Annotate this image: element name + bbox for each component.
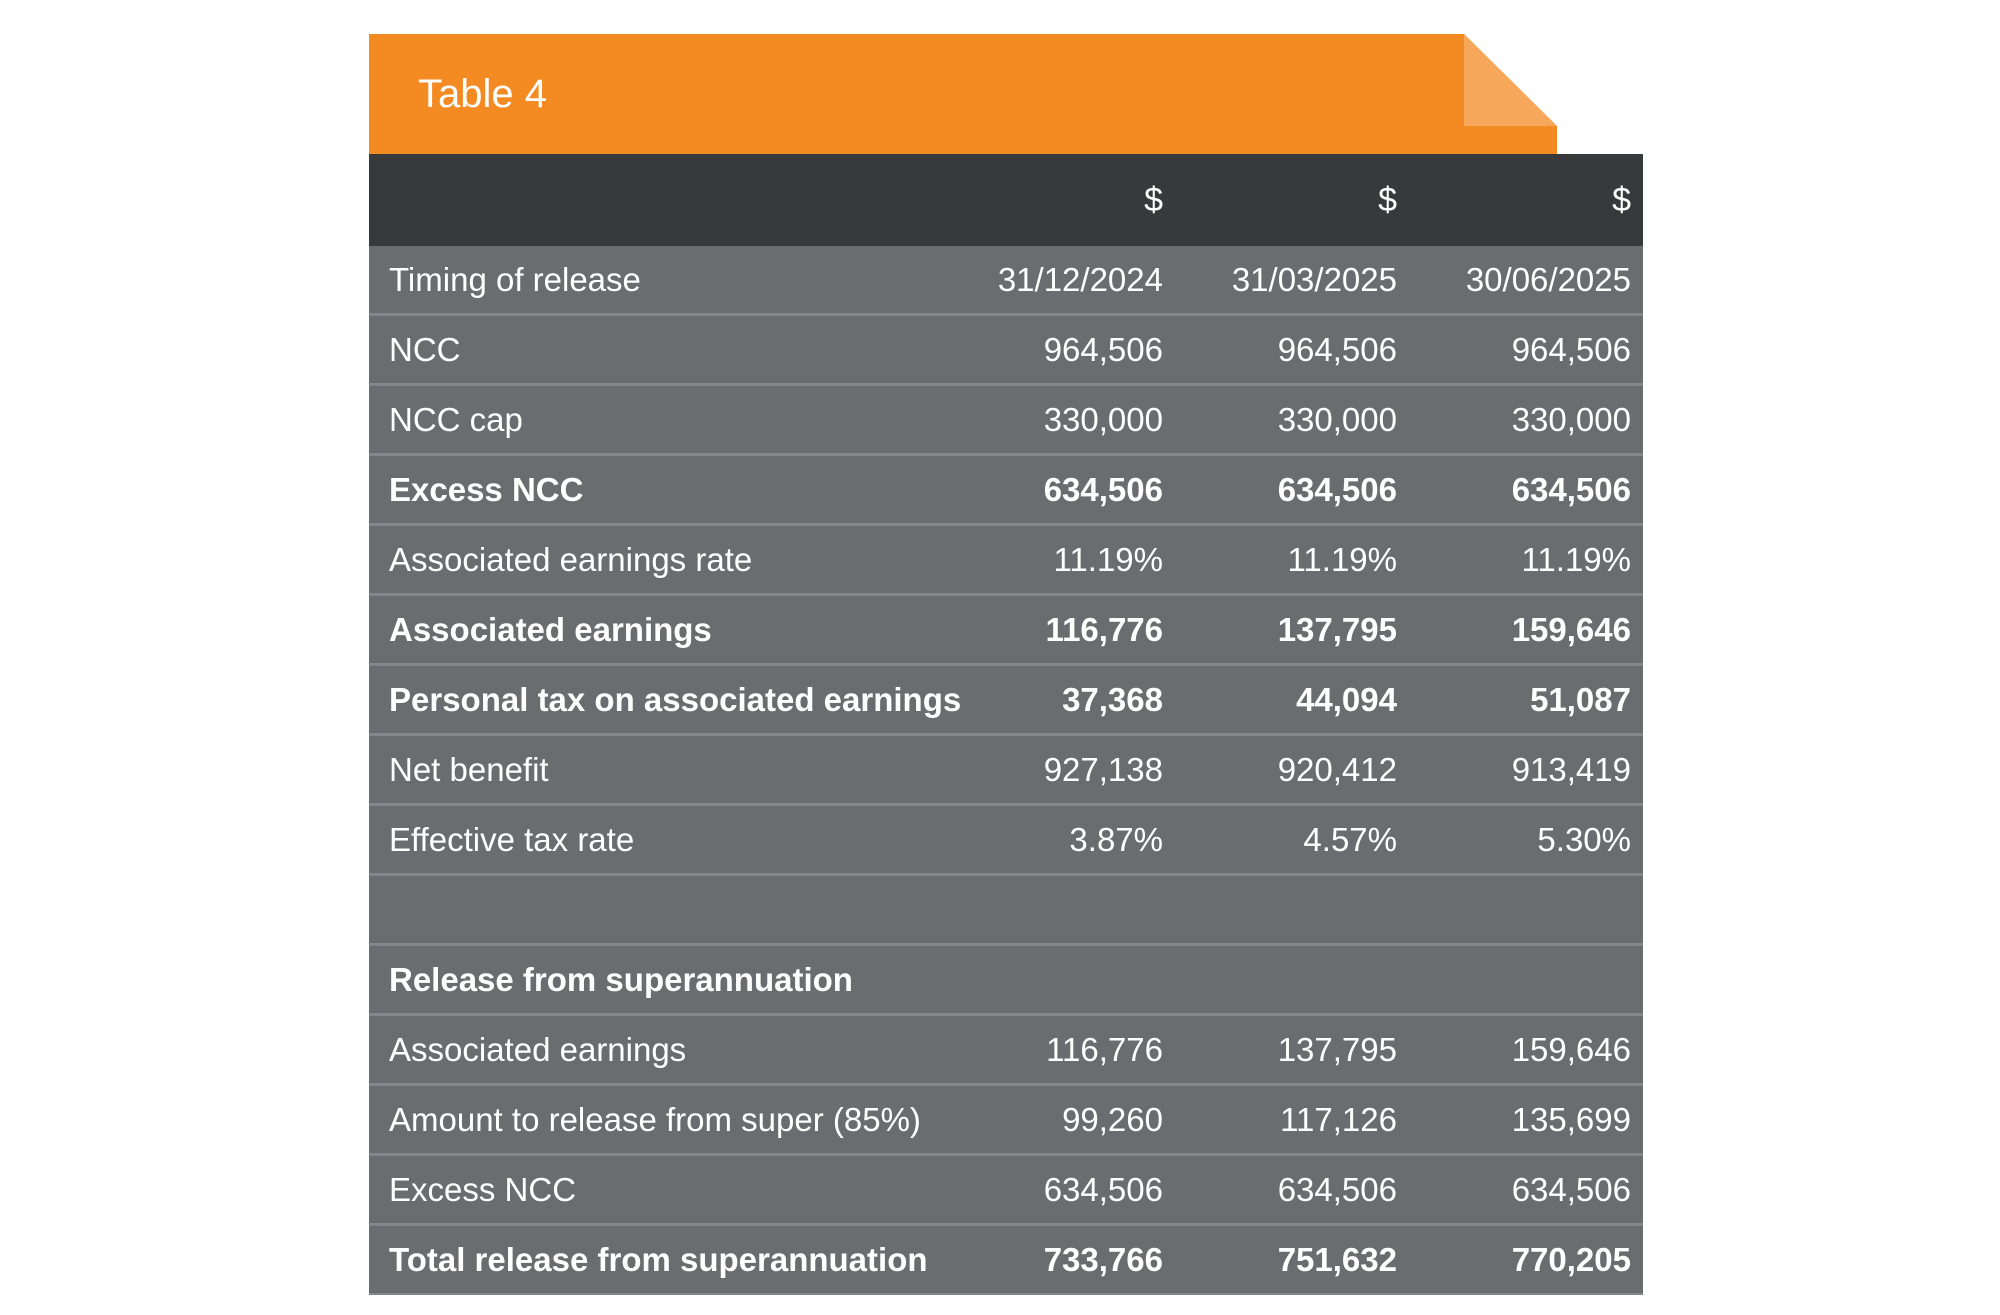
row-label: Net benefit bbox=[389, 750, 549, 788]
row-value-1: 11.19% bbox=[1053, 540, 1163, 578]
table-row: Excess NCC 634,506 634,506 634,506 bbox=[369, 456, 1643, 526]
header-currency-3: $ bbox=[1612, 180, 1631, 219]
page-fold-corner bbox=[1464, 34, 1557, 126]
table-title-tab bbox=[369, 34, 1557, 155]
row-label: Associated earnings bbox=[389, 610, 712, 648]
row-value-1: 964,506 bbox=[1043, 330, 1163, 368]
row-value-2: 4.57% bbox=[1303, 820, 1397, 858]
row-value-3: 159,646 bbox=[1511, 610, 1631, 648]
row-value-3: 135,699 bbox=[1511, 1100, 1631, 1138]
row-value-2: 634,506 bbox=[1277, 470, 1397, 508]
row-value-1: 330,000 bbox=[1043, 400, 1163, 438]
row-value-3: 770,205 bbox=[1511, 1240, 1631, 1278]
table-row: Net benefit 927,138 920,412 913,419 bbox=[369, 736, 1643, 806]
table-body: Timing of release 31/12/2024 31/03/2025 30/… bbox=[369, 246, 1643, 1295]
row-value-1: 634,506 bbox=[1043, 1170, 1163, 1208]
row-value-2: 634,506 bbox=[1277, 1170, 1397, 1208]
row-label: Total release from superannuation bbox=[389, 1240, 928, 1278]
row-value-2: 11.19% bbox=[1287, 540, 1397, 578]
row-value-1: 3.87% bbox=[1069, 820, 1163, 858]
row-value-1: 927,138 bbox=[1043, 750, 1163, 788]
row-label: Excess NCC bbox=[389, 1170, 577, 1208]
row-value-3: 913,419 bbox=[1511, 750, 1631, 788]
table-row: Effective tax rate 3.87% 4.57% 5.30% bbox=[369, 806, 1643, 876]
row-value-2: 330,000 bbox=[1277, 400, 1397, 438]
row-value-2: 920,412 bbox=[1277, 750, 1397, 788]
row-value-1: 31/12/2024 bbox=[997, 260, 1163, 298]
table-title: Table 4 bbox=[418, 72, 547, 116]
table-row: Personal tax on associated earnings 37,36… bbox=[369, 666, 1643, 736]
financial-table: $ $ $ Timing of release 31/12/2024 31/03/2… bbox=[369, 154, 1643, 1295]
row-value-3: 964,506 bbox=[1511, 330, 1631, 368]
row-value-2: 751,632 bbox=[1277, 1240, 1397, 1278]
row-value-2: 31/03/2025 bbox=[1231, 260, 1397, 298]
row-value-3: 30/06/2025 bbox=[1465, 260, 1631, 298]
row-value-1: 99,260 bbox=[1062, 1100, 1163, 1138]
row-label: Associated earnings rate bbox=[389, 540, 753, 578]
header-currency-2: $ bbox=[1378, 180, 1397, 219]
row-value-1: 116,776 bbox=[1046, 1030, 1163, 1068]
row-value-3: 5.30% bbox=[1537, 820, 1631, 858]
row-label: Excess NCC bbox=[389, 470, 584, 508]
row-label: Personal tax on associated earnings bbox=[389, 680, 962, 718]
row-label: Release from superannuation bbox=[389, 960, 853, 998]
row-value-2: 117,126 bbox=[1280, 1100, 1397, 1138]
row-value-2: 44,094 bbox=[1296, 680, 1397, 718]
row-value-2: 137,795 bbox=[1277, 1030, 1397, 1068]
table-header-row: $ $ $ bbox=[369, 154, 1643, 246]
row-label: Amount to release from super (85%) bbox=[389, 1100, 921, 1138]
table-row: Associated earnings 116,776 137,795 159,646 bbox=[369, 596, 1643, 666]
row-value-2: 964,506 bbox=[1277, 330, 1397, 368]
row-label: Effective tax rate bbox=[389, 820, 635, 858]
table-row: Release from superannuation bbox=[369, 946, 1643, 1016]
table-row: Amount to release from super (85%) 99,260… bbox=[369, 1086, 1643, 1156]
row-value-3: 51,087 bbox=[1530, 680, 1631, 718]
row-value-3: 11.19% bbox=[1521, 540, 1631, 578]
table-row bbox=[369, 876, 1643, 946]
row-value-1: 116,776 bbox=[1045, 610, 1163, 648]
table-row: Excess NCC 634,506 634,506 634,506 bbox=[369, 1156, 1643, 1226]
table-row: Timing of release 31/12/2024 31/03/2025 30/… bbox=[369, 246, 1643, 316]
table-row: Total release from superannuation 733,766… bbox=[369, 1226, 1643, 1295]
header-currency-1: $ bbox=[1144, 180, 1163, 219]
row-value-1: 733,766 bbox=[1043, 1240, 1163, 1278]
row-label: NCC bbox=[389, 330, 461, 368]
row-value-3: 634,506 bbox=[1511, 470, 1631, 508]
row-value-3: 330,000 bbox=[1511, 400, 1631, 438]
table-row: Associated earnings rate 11.19% 11.19% 11.1… bbox=[369, 526, 1643, 596]
row-value-3: 634,506 bbox=[1511, 1170, 1631, 1208]
row-value-3: 159,646 bbox=[1511, 1030, 1631, 1068]
row-value-2: 137,795 bbox=[1277, 610, 1397, 648]
row-label: Associated earnings bbox=[389, 1030, 687, 1068]
row-label: Timing of release bbox=[389, 260, 641, 298]
row-value-1: 37,368 bbox=[1062, 680, 1163, 718]
table-row: NCC cap 330,000 330,000 330,000 bbox=[369, 386, 1643, 456]
table-row: Associated earnings 116,776 137,795 159,646 bbox=[369, 1016, 1643, 1086]
row-value-1: 634,506 bbox=[1043, 470, 1163, 508]
table-row: NCC 964,506 964,506 964,506 bbox=[369, 316, 1643, 386]
row-label: NCC cap bbox=[389, 400, 523, 438]
